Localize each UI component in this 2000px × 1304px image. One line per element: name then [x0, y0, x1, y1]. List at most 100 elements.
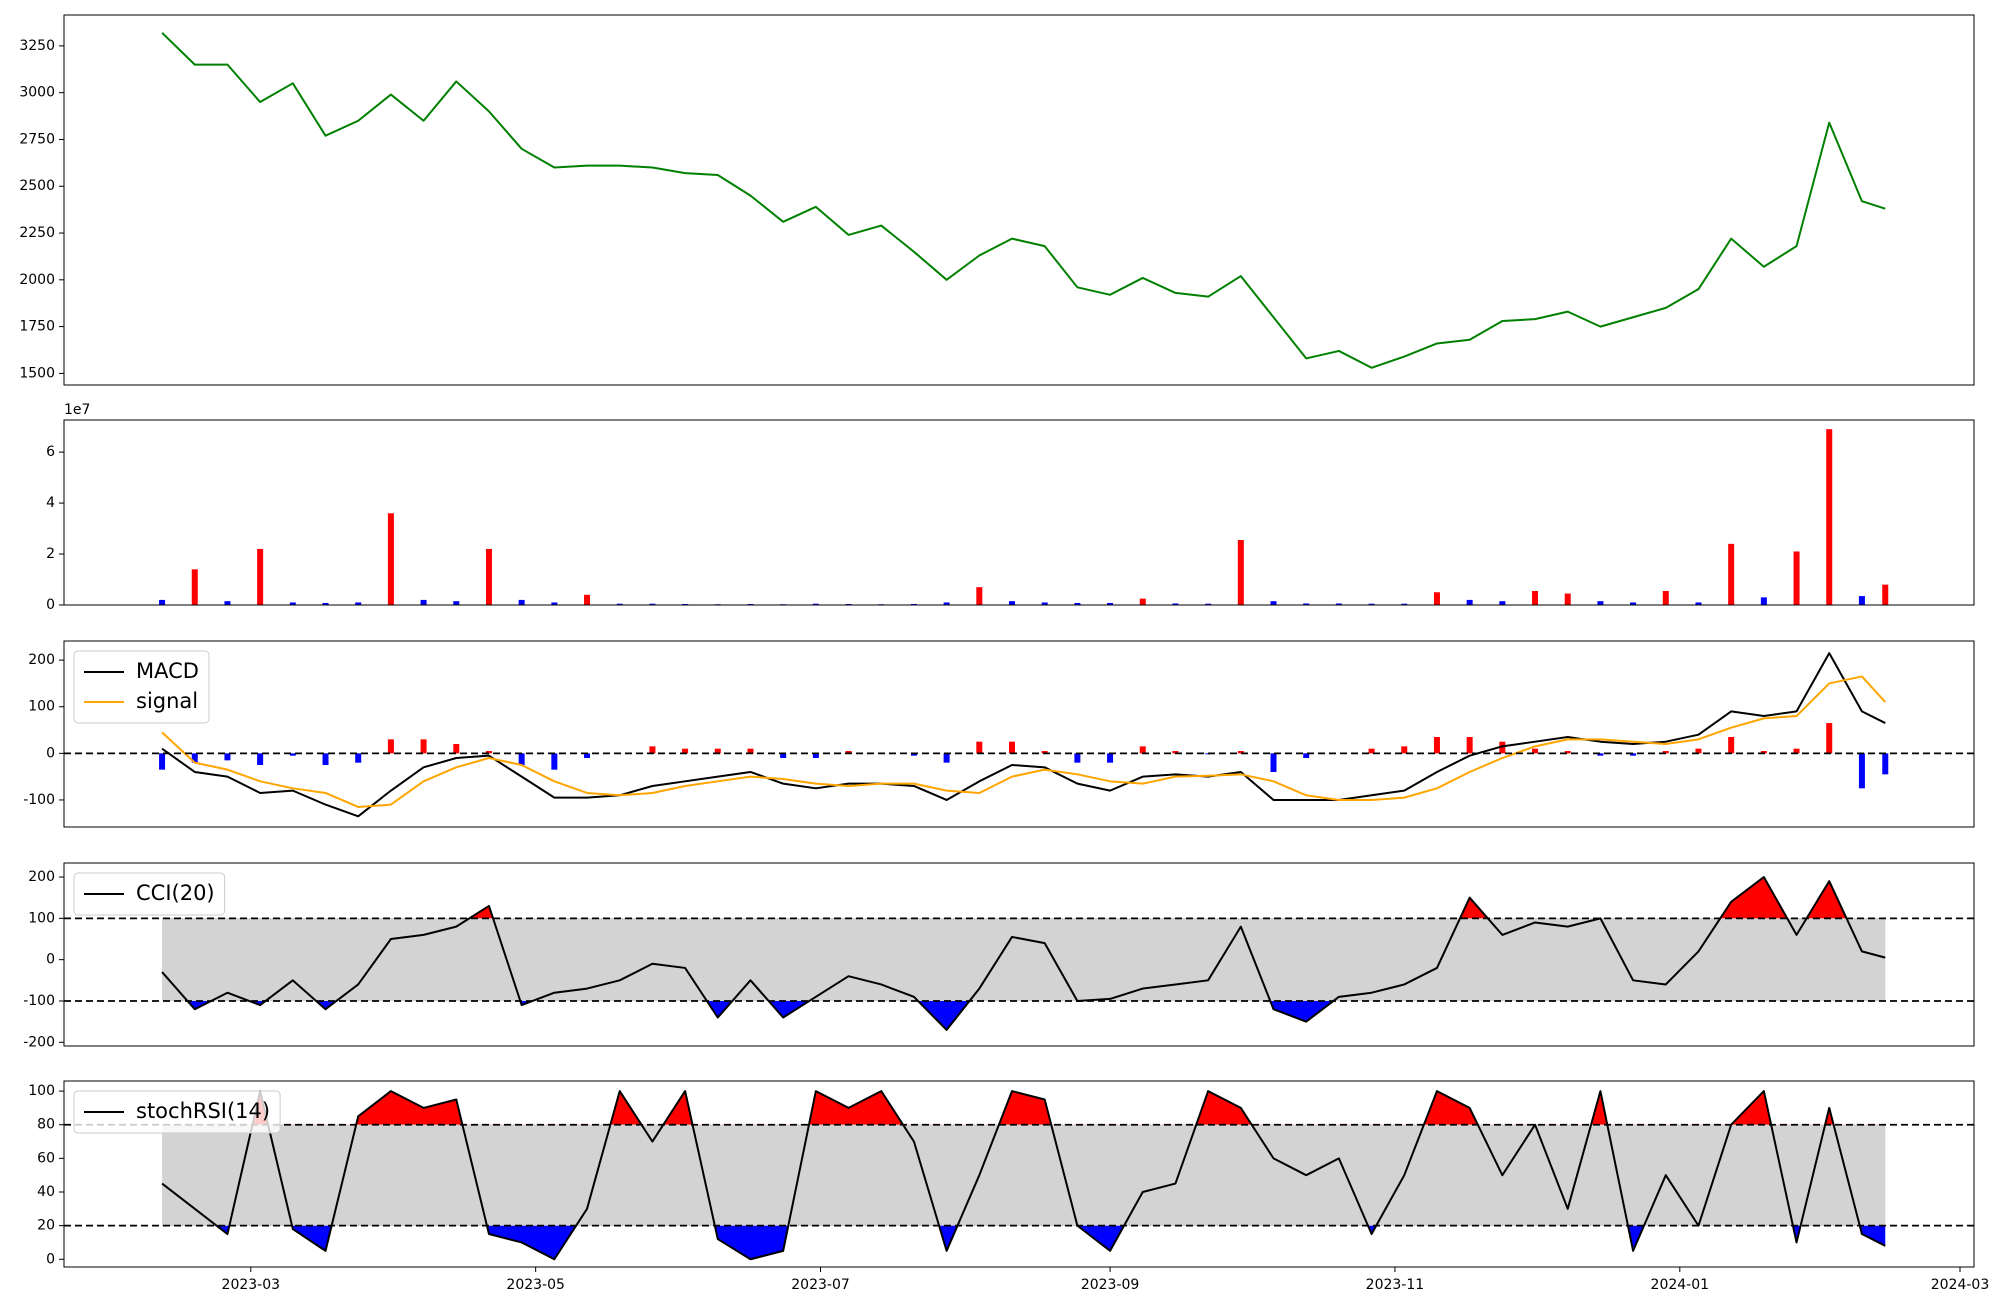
volume-bar — [1882, 584, 1889, 605]
y-tick-label: 20 — [37, 1218, 55, 1234]
series-line — [161, 675, 1887, 808]
volume-bar — [1695, 602, 1702, 605]
volume-bar — [845, 603, 852, 605]
volume-bar — [1728, 543, 1735, 605]
y-tick-label: 3250 — [19, 38, 55, 54]
volume-bar — [1139, 598, 1146, 605]
histogram-bar — [812, 753, 819, 759]
volume-bar — [616, 603, 623, 605]
y-tick-label: -200 — [23, 1034, 55, 1050]
x-tick-label: 2023-07 — [791, 1277, 850, 1293]
histogram-bar — [1433, 737, 1440, 754]
histogram-bar — [1662, 751, 1669, 754]
plot-frame — [63, 862, 1975, 1047]
histogram-bar — [191, 753, 198, 763]
volume-bar — [1433, 592, 1440, 605]
volume-bar — [682, 603, 689, 605]
x-tick-label: 2023-11 — [1366, 1277, 1425, 1293]
plot-area — [161, 32, 1886, 369]
histogram-bar — [453, 744, 460, 754]
histogram-bar — [1074, 753, 1081, 763]
y-tick-label: 100 — [28, 699, 55, 715]
plot-area — [159, 652, 1889, 818]
legend-label: stochRSI(14) — [136, 1099, 270, 1123]
histogram-bar — [1303, 753, 1310, 759]
histogram-bar — [1368, 748, 1375, 754]
histogram-bar — [1793, 748, 1800, 754]
histogram-bar — [943, 753, 950, 763]
histogram-bar — [1172, 751, 1179, 754]
y-tick-label: 80 — [37, 1117, 55, 1133]
volume-bar — [289, 602, 296, 605]
y-tick-label: 2750 — [19, 131, 55, 147]
plot-area — [159, 429, 1889, 605]
volume-bar — [518, 599, 525, 605]
volume-bar — [584, 594, 591, 605]
panel: 0 20 40 60 80 100 2023-03 2023-05 2023-07 2023-09… — [28, 1080, 1989, 1293]
volume-bar — [1826, 429, 1833, 605]
histogram-bar — [1760, 751, 1767, 754]
legend — [73, 1090, 281, 1134]
band — [162, 918, 1886, 1001]
volume-bar — [1172, 603, 1179, 605]
volume-bar — [224, 601, 231, 605]
y-tick-label: 2500 — [19, 178, 55, 194]
volume-bar — [191, 569, 198, 605]
volume-bar — [1401, 603, 1408, 605]
volume-bar — [1205, 603, 1212, 605]
y-tick-label: 2000 — [19, 272, 55, 288]
histogram-bar — [649, 746, 656, 754]
volume-bar — [420, 599, 427, 605]
histogram-bar — [159, 753, 166, 770]
histogram-bar — [551, 753, 558, 770]
plot-area — [161, 1090, 1886, 1261]
volume-bar — [1270, 601, 1277, 605]
histogram-bar — [780, 753, 787, 759]
histogram-bar — [1008, 741, 1015, 754]
volume-bar — [485, 548, 492, 605]
y-tick-label: 40 — [37, 1184, 55, 1200]
histogram-bar — [682, 748, 689, 754]
volume-bar — [1074, 602, 1081, 605]
volume-bar — [943, 602, 950, 605]
histogram-bar — [1728, 737, 1735, 754]
volume-bar — [1760, 597, 1767, 605]
volume-bar — [322, 602, 329, 605]
volume-bar — [257, 548, 264, 605]
histogram-bar — [1882, 753, 1889, 775]
y-tick-label: 4 — [46, 495, 55, 511]
volume-bar — [551, 602, 558, 605]
volume-bar — [159, 599, 166, 605]
offset-label: 1e7 — [64, 402, 90, 418]
histogram-bar — [1630, 753, 1637, 756]
y-tick-label: 0 — [46, 745, 55, 761]
volume-bar — [812, 603, 819, 605]
histogram-bar — [322, 753, 329, 765]
histogram-bar — [1401, 746, 1408, 754]
histogram-bar — [355, 753, 362, 763]
histogram-bar — [1597, 753, 1604, 756]
histogram-bar — [1695, 748, 1702, 754]
histogram-bar — [714, 748, 721, 754]
histogram-bar — [1237, 751, 1244, 754]
x-tick-label: 2023-09 — [1081, 1277, 1140, 1293]
series-line — [161, 876, 1886, 1031]
x-tick-label: 2024-01 — [1651, 1277, 1710, 1293]
volume-bar — [1335, 603, 1342, 605]
histogram-bar — [910, 753, 917, 756]
y-tick-label: 200 — [28, 652, 55, 668]
volume-bar — [1532, 590, 1539, 605]
histogram-bar — [1858, 753, 1865, 789]
panel: -200 -100 0 100 200 CCI(20) — [23, 862, 1975, 1050]
histogram-bar — [485, 751, 492, 754]
volume-bar — [1597, 601, 1604, 605]
volume-bar — [453, 601, 460, 605]
legend — [73, 872, 226, 916]
y-tick-label: -100 — [23, 993, 55, 1009]
histogram-bar — [289, 753, 296, 756]
histogram-bar — [224, 753, 231, 761]
volume-bar — [1793, 551, 1800, 605]
volume-bar — [1564, 593, 1571, 605]
series-line — [161, 32, 1886, 369]
y-tick-label: 60 — [37, 1150, 55, 1166]
